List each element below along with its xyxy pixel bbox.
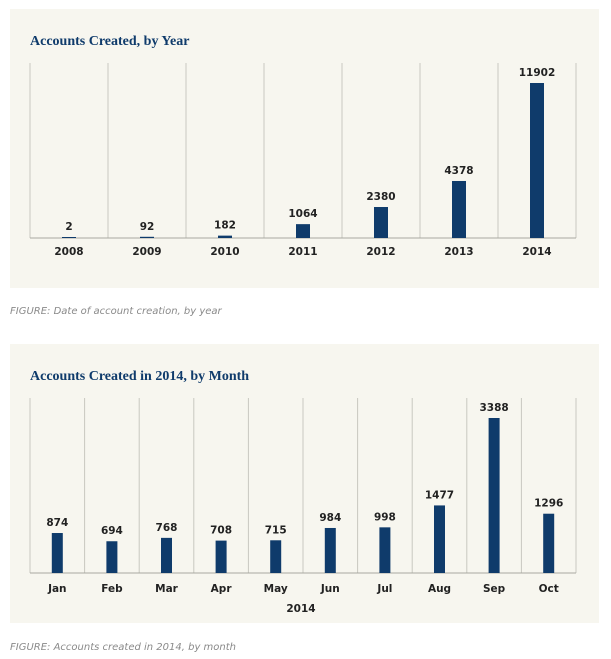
month-value-label-May: 715 xyxy=(265,524,287,536)
month-value-label-Oct: 1296 xyxy=(534,498,563,510)
month-tick-label-Apr: Apr xyxy=(211,583,233,595)
month-tick-label-May: May xyxy=(264,583,288,595)
month-bar-Aug xyxy=(434,505,445,573)
year-bar-2012 xyxy=(374,207,388,238)
month-value-label-Sep: 3388 xyxy=(479,402,508,414)
month-bar-Sep xyxy=(488,418,500,573)
monthly-chart-caption: FIGURE: Accounts created in 2014, by mon… xyxy=(10,642,237,653)
month-tick-label-Jul: Jul xyxy=(376,583,392,595)
month-bar-Mar xyxy=(161,537,172,573)
month-bar-Oct xyxy=(543,513,555,573)
year-tick-label-2011: 2011 xyxy=(288,246,317,258)
month-bar-Jun xyxy=(324,527,336,573)
yearly-chart-caption: FIGURE: Date of account creation, by yea… xyxy=(10,306,222,317)
month-value-label-Jun: 984 xyxy=(319,512,341,524)
month-tick-label-Aug: Aug xyxy=(428,583,451,595)
yearly-bar-chart: 2 2008 92 2009 182 2010 1064 2011 2380 2012 4378 20… xyxy=(29,63,577,258)
year-bar-2013 xyxy=(452,180,466,238)
year-tick-label-2010: 2010 xyxy=(210,246,239,258)
month-tick-label-Sep: Sep xyxy=(483,583,506,595)
year-tick-label-2014: 2014 xyxy=(522,246,551,258)
month-bar-Feb xyxy=(106,541,118,573)
month-tick-label-Mar: Mar xyxy=(155,583,179,595)
year-bar-2008 xyxy=(62,237,76,238)
yearly-chart-title: Accounts Created, by Year xyxy=(30,34,190,49)
year-tick-label-2008: 2008 xyxy=(54,246,83,258)
month-value-label-Aug: 1477 xyxy=(425,489,454,501)
year-value-label-2009: 92 xyxy=(140,221,155,233)
year-bar-2009 xyxy=(140,236,154,238)
month-bar-Jul xyxy=(379,527,391,573)
month-bar-Jan xyxy=(51,533,63,573)
year-value-label-2011: 1064 xyxy=(288,208,317,220)
year-bar-2014 xyxy=(530,83,544,238)
month-tick-label-Feb: Feb xyxy=(101,583,123,595)
month-value-label-Jan: 874 xyxy=(46,517,68,529)
year-value-label-2013: 4378 xyxy=(444,165,473,177)
month-bar-May xyxy=(270,540,282,573)
month-tick-label-Jun: Jun xyxy=(320,583,340,595)
year-tick-label-2012: 2012 xyxy=(366,246,395,258)
month-bar-Apr xyxy=(215,540,227,573)
year-bar-2011 xyxy=(296,224,310,238)
year-bar-2010 xyxy=(218,235,232,238)
year-tick-label-2009: 2009 xyxy=(132,246,161,258)
year-value-label-2008: 2 xyxy=(65,221,72,233)
monthly-chart-title: Accounts Created in 2014, by Month xyxy=(30,369,250,384)
month-x-axis-label: 2014 xyxy=(286,603,315,615)
month-value-label-Apr: 708 xyxy=(210,525,232,537)
year-value-label-2014: 11902 xyxy=(519,67,556,79)
year-value-label-2010: 182 xyxy=(214,220,236,232)
month-value-label-Jul: 998 xyxy=(374,511,396,523)
year-value-label-2012: 2380 xyxy=(366,191,395,203)
year-tick-label-2013: 2013 xyxy=(444,246,473,258)
monthly-chart-panel: Accounts Created in 2014, by Month 874 Ja… xyxy=(10,344,599,623)
month-value-label-Feb: 694 xyxy=(101,525,123,537)
monthly-bar-chart: 874 Jan 694 Feb 768 Mar 708 Apr 715 May 984 Jun 998 J… xyxy=(29,398,577,615)
month-value-label-Mar: 768 xyxy=(156,522,178,534)
month-tick-label-Oct: Oct xyxy=(539,583,559,595)
month-tick-label-Jan: Jan xyxy=(47,583,66,595)
yearly-chart-panel: Accounts Created, by Year 2 2008 92 2009 182… xyxy=(10,9,599,288)
